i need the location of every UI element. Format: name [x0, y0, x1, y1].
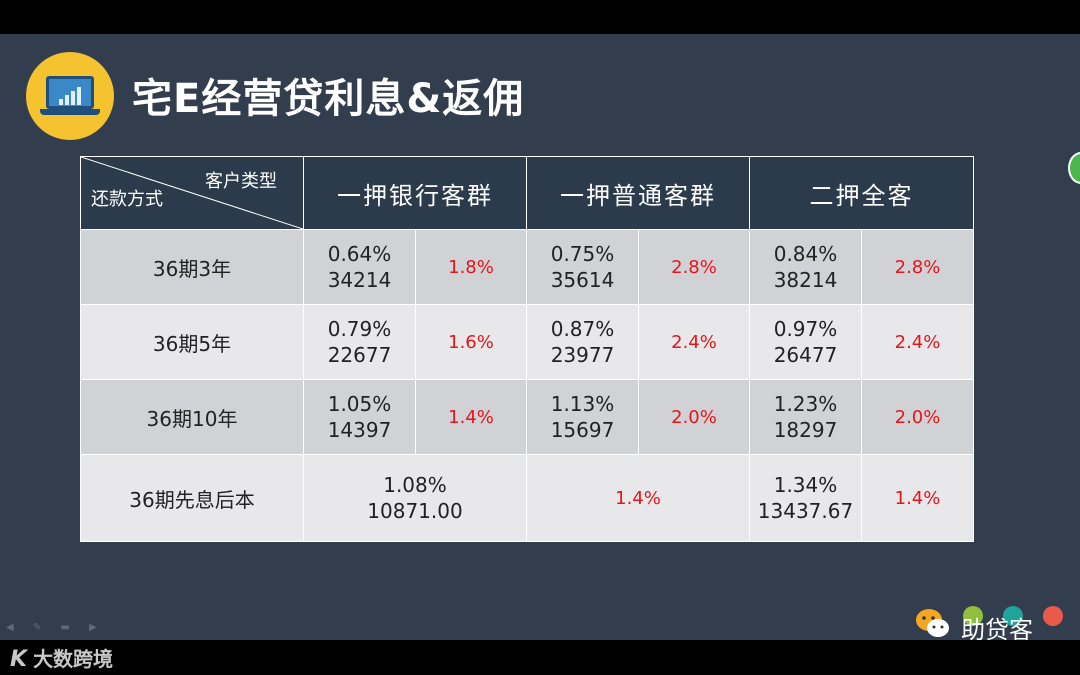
table-header-row: 客户类型 还款方式 一押银行客群 一押普通客群 二押全客: [80, 156, 974, 230]
rate-cell-merged: 1.08% 10871.00: [303, 454, 527, 542]
rate-cell: 0.84% 38214: [749, 229, 862, 305]
row-label: 36期先息后本: [80, 454, 304, 542]
rate-cell: 0.75% 35614: [526, 229, 639, 305]
corner-header-repayment: 还款方式: [91, 189, 163, 210]
brand-dot-green: [963, 606, 983, 626]
wechat-icon: [916, 609, 949, 637]
rate-cell: 1.13% 15697: [526, 379, 639, 455]
column-header: 一押银行客群: [303, 156, 527, 230]
logo-mark: K: [10, 647, 28, 672]
rate-cell: 0.79% 22677: [303, 304, 416, 380]
rate-cell: 0.64% 34214: [303, 229, 416, 305]
commission-cell: 1.8%: [415, 229, 527, 305]
laptop-chart-icon: [26, 52, 114, 140]
rate-cell: 1.34% 13437.67: [749, 454, 862, 542]
bottom-letterbox: [0, 640, 1080, 675]
commission-cell: 2.8%: [861, 229, 974, 305]
commission-cell: 1.6%: [415, 304, 527, 380]
nav-arrows-icon[interactable]: ◀ ✎ ▬ ▶: [6, 622, 105, 633]
commission-cell: 2.4%: [638, 304, 750, 380]
corner-header-customer-type: 客户类型: [205, 171, 277, 192]
logo-text: 大数跨境: [33, 647, 114, 671]
table-row: 36期5年 0.79% 22677 1.6% 0.87% 23977 2.4% 0.…: [80, 304, 974, 380]
commission-cell: 2.8%: [638, 229, 750, 305]
rate-cell: 0.97% 26477: [749, 304, 862, 380]
commission-cell: 2.4%: [861, 304, 974, 380]
brand-dot-red: [1043, 606, 1063, 626]
top-letterbox: [0, 0, 1080, 34]
brand-name: 助贷客: [961, 616, 1033, 644]
rate-cell: 0.87% 23977: [526, 304, 639, 380]
row-label: 36期3年: [80, 229, 304, 305]
rate-cell: 1.05% 14397: [303, 379, 416, 455]
brand-dot-teal: [1003, 606, 1023, 626]
column-header: 二押全客: [749, 156, 974, 230]
commission-cell: 1.4%: [861, 454, 974, 542]
row-label: 36期5年: [80, 304, 304, 380]
rate-table: 客户类型 还款方式 一押银行客群 一押普通客群 二押全客 36期3年 0.64%…: [80, 156, 974, 542]
table-row: 36期3年 0.64% 34214 1.8% 0.75% 35614 2.8% 0.…: [80, 229, 974, 305]
slide-title: 宅E经营贷利息&返佣: [132, 76, 525, 122]
commission-cell: 2.0%: [861, 379, 974, 455]
table-row: 36期先息后本 1.08% 10871.00 1.4% 1.34% 13437.67…: [80, 454, 974, 542]
row-label: 36期10年: [80, 379, 304, 455]
footer-logo: K 大数跨境: [10, 643, 113, 672]
table-row: 36期10年 1.05% 14397 1.4% 1.13% 15697 2.0% 1…: [80, 379, 974, 455]
commission-cell-merged: 1.4%: [526, 454, 750, 542]
corner-header-cell: 客户类型 还款方式: [80, 156, 304, 230]
commission-cell: 1.4%: [415, 379, 527, 455]
commission-cell: 2.0%: [638, 379, 750, 455]
rate-cell: 1.23% 18297: [749, 379, 862, 455]
column-header: 一押普通客群: [526, 156, 750, 230]
